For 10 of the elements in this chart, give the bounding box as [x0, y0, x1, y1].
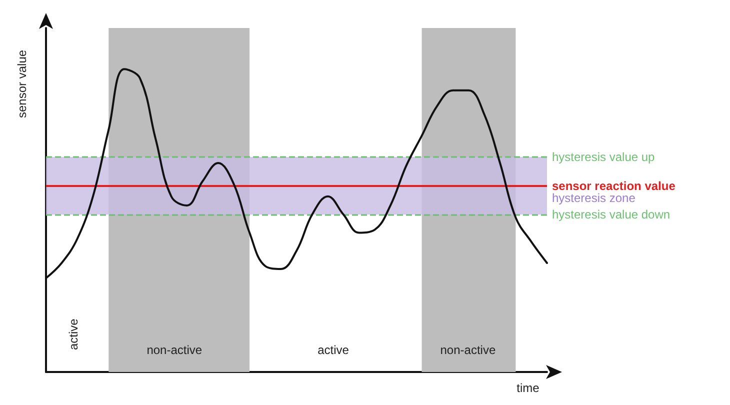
ref-line-label: sensor reaction value: [552, 178, 676, 193]
x-axis-title: time: [516, 381, 540, 395]
annotation: active: [66, 318, 80, 350]
y-axis-title: sensor value: [15, 50, 29, 118]
band-label: hysteresis zone: [552, 190, 636, 205]
annotation: active: [318, 343, 350, 357]
ref-line-label: hysteresis value down: [552, 208, 670, 222]
annotation: non-active: [440, 343, 496, 357]
annotation: non-active: [146, 343, 202, 357]
ref-line-label: hysteresis value up: [552, 150, 656, 164]
